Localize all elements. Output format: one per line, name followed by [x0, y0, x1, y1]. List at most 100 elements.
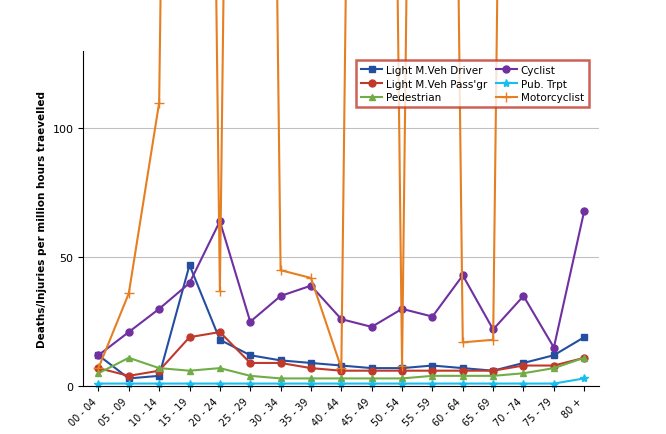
Light M.Veh Pass'gr [337, 368, 345, 373]
Cyclist [246, 319, 254, 325]
Pedestrian [580, 355, 588, 361]
Light M.Veh Driver [246, 353, 254, 358]
Legend: Light M.Veh Driver, Light M.Veh Pass'gr, Pedestrian, Cyclist, Pub. Trpt, Motorcy: Light M.Veh Driver, Light M.Veh Pass'gr,… [356, 61, 589, 108]
Cyclist [276, 294, 284, 299]
Light M.Veh Pass'gr [519, 363, 527, 368]
Pedestrian [276, 376, 284, 381]
Light M.Veh Pass'gr [489, 368, 497, 373]
Cyclist [398, 306, 406, 312]
Pub. Trpt [489, 381, 497, 386]
Light M.Veh Driver [95, 353, 103, 358]
Motorcyclist [337, 366, 345, 371]
Light M.Veh Pass'gr [276, 361, 284, 366]
Pedestrian [246, 373, 254, 378]
Light M.Veh Pass'gr [216, 330, 224, 335]
Pedestrian [307, 376, 315, 381]
Line: Pedestrian: Pedestrian [95, 355, 587, 382]
Light M.Veh Pass'gr [307, 366, 315, 371]
Motorcyclist [95, 366, 103, 371]
Pub. Trpt [398, 381, 406, 386]
Pedestrian [186, 368, 194, 373]
Pedestrian [337, 376, 345, 381]
Pub. Trpt [95, 381, 103, 386]
Pub. Trpt [125, 381, 133, 386]
Light M.Veh Driver [186, 263, 194, 268]
Pedestrian [428, 373, 436, 378]
Pub. Trpt [337, 381, 345, 386]
Line: Pub. Trpt: Pub. Trpt [95, 375, 588, 388]
Pub. Trpt [580, 376, 588, 381]
Light M.Veh Pass'gr [580, 355, 588, 361]
Light M.Veh Driver [580, 335, 588, 340]
Cyclist [580, 209, 588, 214]
Pedestrian [368, 376, 376, 381]
Pub. Trpt [459, 381, 467, 386]
Pedestrian [519, 371, 527, 376]
Light M.Veh Pass'gr [398, 368, 406, 373]
Pedestrian [95, 371, 103, 376]
Pub. Trpt [246, 381, 254, 386]
Light M.Veh Pass'gr [155, 368, 163, 373]
Pub. Trpt [428, 381, 436, 386]
Y-axis label: Deaths/Injuries per million hours traevelled: Deaths/Injuries per million hours traeve… [37, 91, 47, 347]
Motorcyclist [489, 337, 497, 342]
Pedestrian [125, 355, 133, 361]
Motorcyclist [398, 363, 406, 368]
Light M.Veh Driver [489, 368, 497, 373]
Light M.Veh Pass'gr [186, 335, 194, 340]
Cyclist [186, 281, 194, 286]
Pub. Trpt [307, 381, 315, 386]
Cyclist [95, 353, 103, 358]
Pedestrian [216, 366, 224, 371]
Cyclist [428, 314, 436, 319]
Light M.Veh Pass'gr [125, 373, 133, 378]
Line: Motorcyclist: Motorcyclist [93, 0, 589, 373]
Light M.Veh Driver [307, 361, 315, 366]
Pedestrian [155, 366, 163, 371]
Cyclist [337, 317, 345, 322]
X-axis label: Age Bracket: Age Bracket [299, 433, 384, 434]
Light M.Veh Pass'gr [95, 366, 103, 371]
Light M.Veh Driver [155, 373, 163, 378]
Line: Cyclist: Cyclist [95, 208, 587, 359]
Pub. Trpt [550, 381, 558, 386]
Light M.Veh Pass'gr [368, 368, 376, 373]
Light M.Veh Driver [459, 366, 467, 371]
Motorcyclist [276, 268, 284, 273]
Cyclist [519, 294, 527, 299]
Pub. Trpt [186, 381, 194, 386]
Pub. Trpt [276, 381, 284, 386]
Line: Light M.Veh Pass'gr: Light M.Veh Pass'gr [95, 329, 587, 379]
Light M.Veh Driver [519, 361, 527, 366]
Cyclist [368, 325, 376, 330]
Cyclist [459, 273, 467, 278]
Pub. Trpt [216, 381, 224, 386]
Light M.Veh Driver [428, 363, 436, 368]
Light M.Veh Driver [337, 363, 345, 368]
Motorcyclist [307, 276, 315, 281]
Pedestrian [550, 366, 558, 371]
Cyclist [216, 219, 224, 224]
Cyclist [125, 330, 133, 335]
Motorcyclist [216, 289, 224, 294]
Light M.Veh Pass'gr [246, 361, 254, 366]
Pedestrian [398, 376, 406, 381]
Motorcyclist [125, 291, 133, 296]
Cyclist [155, 306, 163, 312]
Light M.Veh Driver [550, 353, 558, 358]
Pub. Trpt [519, 381, 527, 386]
Pub. Trpt [368, 381, 376, 386]
Light M.Veh Driver [216, 337, 224, 342]
Light M.Veh Driver [276, 358, 284, 363]
Cyclist [550, 345, 558, 350]
Light M.Veh Driver [125, 376, 133, 381]
Motorcyclist [155, 101, 163, 106]
Pedestrian [489, 373, 497, 378]
Motorcyclist [459, 340, 467, 345]
Light M.Veh Driver [368, 366, 376, 371]
Cyclist [307, 283, 315, 289]
Light M.Veh Pass'gr [428, 368, 436, 373]
Pedestrian [459, 373, 467, 378]
Light M.Veh Driver [398, 366, 406, 371]
Light M.Veh Pass'gr [459, 368, 467, 373]
